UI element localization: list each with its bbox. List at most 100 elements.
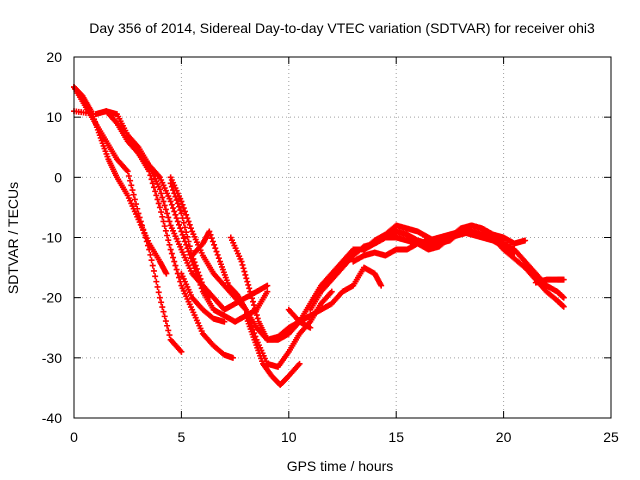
data-point (148, 176, 155, 183)
data-point (162, 318, 169, 325)
x-tick-label: 25 (603, 429, 619, 445)
data-point (247, 288, 254, 295)
data-point (214, 251, 221, 258)
data-point (168, 183, 175, 190)
data-point (264, 288, 271, 295)
data-point (172, 211, 179, 218)
data-point (207, 231, 214, 238)
data-point (130, 191, 137, 198)
data-point (164, 232, 171, 239)
grid-lines (74, 57, 611, 418)
series-arc-2 (71, 84, 170, 277)
data-point (161, 202, 168, 209)
series-arc-9 (178, 270, 228, 325)
data-point (560, 294, 567, 301)
series-arc-7 (167, 180, 213, 301)
data-point (171, 258, 178, 265)
data-point (254, 315, 261, 322)
data-point (229, 354, 236, 361)
data-point (221, 318, 228, 325)
data-point (179, 215, 186, 222)
data-point (208, 235, 215, 242)
data-point (242, 271, 249, 278)
series-arc-16 (489, 234, 567, 310)
data-point (173, 215, 180, 222)
y-tick-label: -10 (42, 230, 62, 246)
data-point (158, 209, 165, 216)
data-point (165, 214, 172, 221)
data-point (167, 198, 174, 205)
data-point (252, 308, 259, 315)
series-arc-12 (285, 264, 385, 325)
data-point (196, 272, 203, 279)
data-point (211, 241, 218, 248)
data-point (158, 190, 165, 197)
data-point (164, 210, 171, 217)
data-point (178, 198, 185, 205)
data-point (206, 294, 213, 301)
data-point (212, 245, 219, 252)
data-point (246, 285, 253, 292)
data-point (183, 241, 190, 248)
data-point (168, 201, 175, 208)
y-tick-label: 10 (46, 109, 62, 125)
data-point (166, 241, 173, 248)
data-point (248, 291, 255, 298)
data-point (180, 219, 187, 226)
data-point (171, 208, 178, 215)
data-point (198, 279, 205, 286)
data-point (156, 294, 163, 301)
data-point (193, 265, 200, 272)
data-point (183, 229, 190, 236)
x-tick-label: 10 (281, 429, 297, 445)
data-point (560, 303, 567, 310)
data-point (186, 243, 193, 250)
data-point (174, 200, 181, 207)
data-point (249, 295, 256, 302)
data-point (167, 246, 174, 253)
data-point (164, 322, 171, 329)
plot-frame (73, 56, 612, 419)
data-point (129, 187, 136, 194)
data-point (159, 304, 166, 311)
data-point (158, 299, 165, 306)
data-point (172, 193, 179, 200)
data-point (170, 187, 177, 194)
data-point (167, 180, 174, 187)
x-axis-label: GPS time / hours (287, 458, 394, 474)
data-point (165, 237, 172, 244)
series-arc-4 (103, 108, 236, 361)
data-point (209, 238, 216, 245)
data-point (125, 172, 132, 179)
data-point (239, 261, 246, 268)
data-point (149, 262, 156, 269)
data-point (124, 168, 131, 175)
data-point (178, 210, 185, 217)
data-point (191, 259, 198, 266)
data-point (187, 225, 194, 232)
chart-title: Day 356 of 2014, Sidereal Day-to-day VTE… (89, 20, 595, 36)
data-point (240, 265, 247, 272)
data-point (296, 360, 303, 367)
data-point (172, 262, 179, 269)
x-tick-label: 15 (388, 429, 404, 445)
data-point (178, 348, 185, 355)
data-point (186, 221, 193, 228)
data-point (181, 224, 188, 231)
data-point (171, 190, 178, 197)
data-point (160, 198, 167, 205)
data-point (154, 283, 161, 290)
data-point (250, 298, 256, 305)
data-point (328, 288, 335, 295)
series-arc-8 (189, 228, 335, 370)
data-point (150, 184, 157, 191)
data-point (242, 306, 249, 313)
series-arc-15 (360, 222, 529, 253)
data-point (152, 188, 159, 195)
data-point (244, 278, 251, 285)
data-point (173, 266, 180, 273)
data-point (177, 207, 184, 214)
data-point (264, 282, 271, 289)
data-point (206, 228, 213, 235)
data-point (161, 313, 168, 320)
